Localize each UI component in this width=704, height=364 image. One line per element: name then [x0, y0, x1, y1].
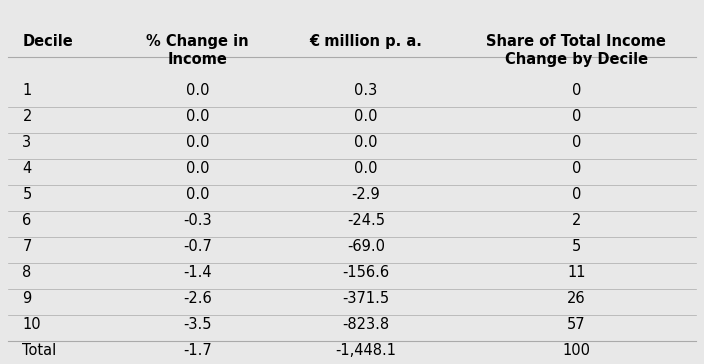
Text: % Change in
Income: % Change in Income: [146, 34, 249, 67]
Text: 2: 2: [572, 213, 581, 228]
Text: -823.8: -823.8: [342, 317, 389, 332]
Text: 1: 1: [23, 83, 32, 98]
Text: -0.3: -0.3: [184, 213, 212, 228]
Text: 0: 0: [572, 161, 581, 176]
Text: -2.9: -2.9: [352, 187, 380, 202]
Text: -1,448.1: -1,448.1: [336, 343, 396, 358]
Text: -2.6: -2.6: [183, 291, 212, 306]
Text: 100: 100: [562, 343, 591, 358]
Text: 0.3: 0.3: [354, 83, 377, 98]
Text: 0: 0: [572, 109, 581, 124]
Text: 6: 6: [23, 213, 32, 228]
Text: 0.0: 0.0: [354, 161, 378, 176]
Text: 0: 0: [572, 187, 581, 202]
Text: -371.5: -371.5: [342, 291, 389, 306]
Text: 11: 11: [567, 265, 586, 280]
Text: Share of Total Income
Change by Decile: Share of Total Income Change by Decile: [486, 34, 666, 67]
Text: 0.0: 0.0: [186, 135, 210, 150]
Text: 4: 4: [23, 161, 32, 176]
Text: 0.0: 0.0: [186, 83, 210, 98]
Text: 3: 3: [23, 135, 32, 150]
Text: 7: 7: [23, 239, 32, 254]
Text: -1.7: -1.7: [183, 343, 212, 358]
Text: -1.4: -1.4: [184, 265, 212, 280]
Text: Decile: Decile: [23, 34, 73, 49]
Text: 10: 10: [23, 317, 41, 332]
Text: 0.0: 0.0: [186, 187, 210, 202]
Text: 0.0: 0.0: [354, 109, 378, 124]
Text: 0.0: 0.0: [186, 161, 210, 176]
Text: -69.0: -69.0: [347, 239, 385, 254]
Text: -0.7: -0.7: [183, 239, 212, 254]
Text: 0: 0: [572, 83, 581, 98]
Text: 9: 9: [23, 291, 32, 306]
Text: -24.5: -24.5: [347, 213, 385, 228]
Text: 2: 2: [23, 109, 32, 124]
Text: € million p. a.: € million p. a.: [310, 34, 422, 49]
Text: 5: 5: [23, 187, 32, 202]
Text: 57: 57: [567, 317, 586, 332]
Text: 0: 0: [572, 135, 581, 150]
Text: 8: 8: [23, 265, 32, 280]
Text: 0.0: 0.0: [354, 135, 378, 150]
Text: 5: 5: [572, 239, 581, 254]
Text: -156.6: -156.6: [342, 265, 389, 280]
Text: 0.0: 0.0: [186, 109, 210, 124]
Text: Total: Total: [23, 343, 57, 358]
Text: -3.5: -3.5: [184, 317, 212, 332]
Text: 26: 26: [567, 291, 586, 306]
